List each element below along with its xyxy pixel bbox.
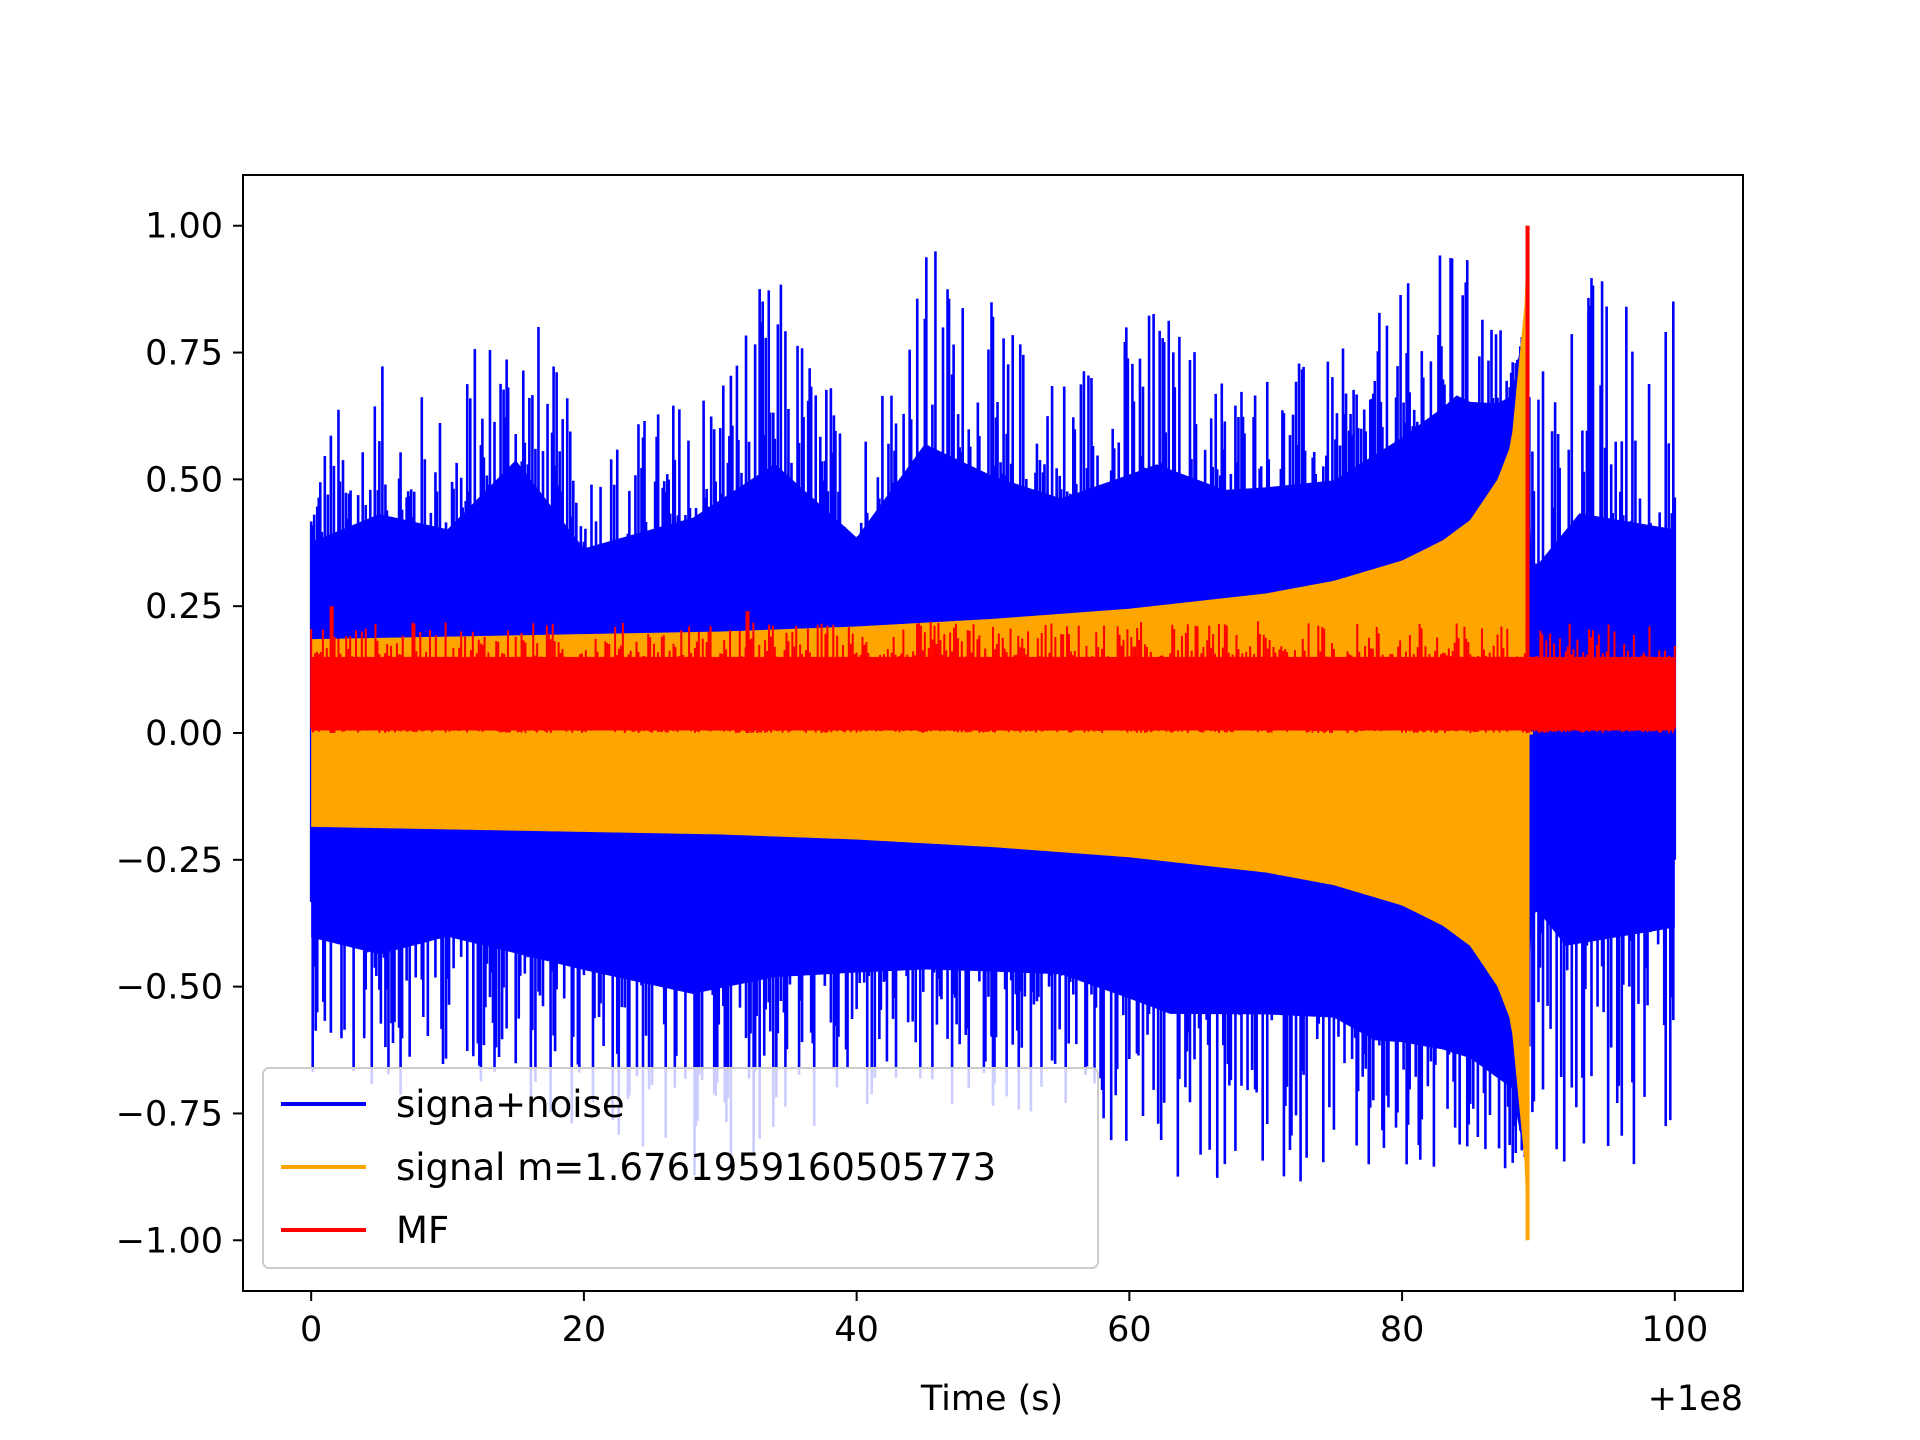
series-layer bbox=[309, 225, 1677, 1241]
y-tick-label: −1.00 bbox=[116, 1221, 223, 1261]
y-axis: 1.00 0.75 0.50 0.25 0.00 −0.25 −0.50 −0.75 −1.00 bbox=[116, 207, 243, 1261]
y-tick-label: −0.75 bbox=[116, 1094, 223, 1134]
y-tick-label: 0.25 bbox=[145, 587, 223, 627]
x-tick-label: 60 bbox=[1107, 1310, 1152, 1350]
legend-label: MF bbox=[396, 1209, 449, 1252]
x-tick-label: 0 bbox=[300, 1310, 322, 1350]
legend-box bbox=[262, 1067, 1099, 1269]
y-tick-label: 0.50 bbox=[145, 460, 223, 500]
x-axis-label: Time (s) bbox=[920, 1379, 1063, 1419]
x-tick-label: 80 bbox=[1380, 1310, 1425, 1350]
x-axis-offset-label: +1e8 bbox=[1648, 1379, 1743, 1419]
x-tick-label: 100 bbox=[1641, 1310, 1708, 1350]
y-tick-label: 1.00 bbox=[145, 207, 223, 247]
series-mf bbox=[310, 225, 1676, 733]
x-axis: 0 20 40 60 80 100 bbox=[300, 1291, 1708, 1350]
legend-label: signal m=1.6761959160505773 bbox=[396, 1146, 996, 1189]
y-tick-label: 0.75 bbox=[145, 334, 223, 374]
legend: signa+noise signal m=1.6761959160505773 MF bbox=[262, 1067, 1099, 1269]
plot-area bbox=[309, 225, 1677, 1241]
y-tick-label: 0.00 bbox=[145, 714, 223, 754]
x-tick-label: 20 bbox=[562, 1310, 607, 1350]
legend-label: signa+noise bbox=[396, 1083, 625, 1126]
y-tick-label: −0.25 bbox=[116, 841, 223, 881]
x-tick-label: 40 bbox=[834, 1310, 879, 1350]
y-tick-label: −0.50 bbox=[116, 968, 223, 1008]
signal-envelope bbox=[311, 225, 1528, 1241]
